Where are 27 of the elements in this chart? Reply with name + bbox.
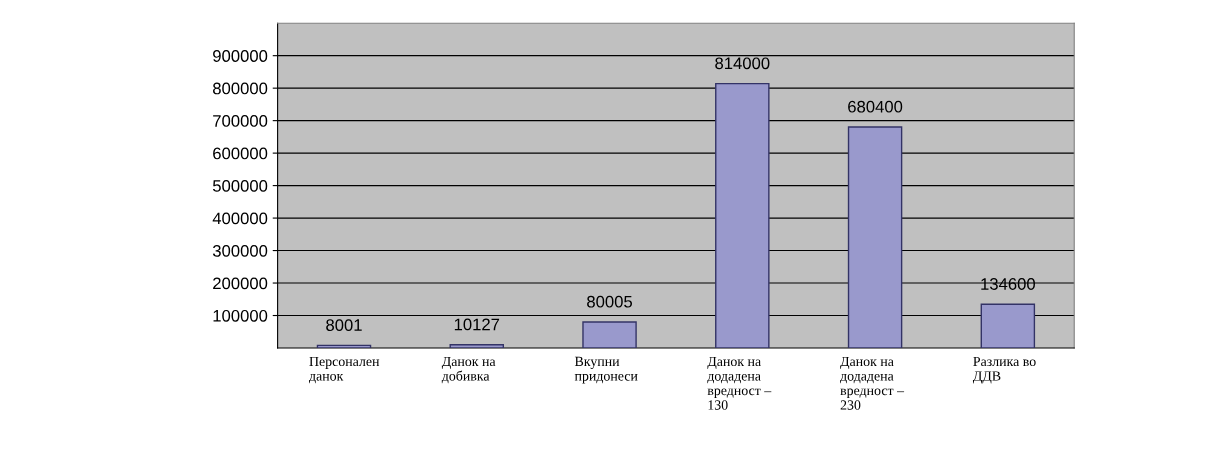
- data-label: 10127: [454, 318, 500, 331]
- data-label: 814000: [715, 57, 770, 70]
- y-tick-label: 200000: [213, 277, 268, 290]
- bar: [316, 344, 372, 348]
- bar: [715, 82, 770, 348]
- bar: [449, 344, 505, 348]
- y-tick-label: 600000: [213, 147, 268, 160]
- x-tick-label: Данок на додадена вредност – 230: [840, 356, 905, 410]
- x-tick-label: Данок на додадена вредност – 130: [707, 356, 772, 410]
- data-label: 8001: [326, 319, 362, 331]
- y-tick-label: 400000: [212, 212, 268, 225]
- data-label: 680400: [848, 100, 903, 113]
- x-tick-label: Персонален данок: [308, 356, 380, 384]
- y-tick-label: 500000: [212, 180, 268, 192]
- y-tick-label: 100000: [213, 309, 268, 322]
- y-tick-label: 700000: [213, 115, 268, 127]
- bar: [582, 321, 637, 348]
- x-tick-label: Вкупни придонеси: [574, 356, 638, 384]
- x-tick-label: Разлика во ДДВ: [972, 356, 1036, 384]
- y-tick-label: 900000: [213, 50, 268, 62]
- data-label: 134600: [981, 278, 1035, 290]
- bar: [980, 303, 1036, 348]
- data-label: 80005: [587, 295, 633, 308]
- x-tick-label: Данок на добивка: [441, 356, 496, 384]
- y-tick-label: 800000: [213, 82, 268, 95]
- bar: [847, 126, 903, 348]
- y-tick-label: 300000: [212, 244, 268, 257]
